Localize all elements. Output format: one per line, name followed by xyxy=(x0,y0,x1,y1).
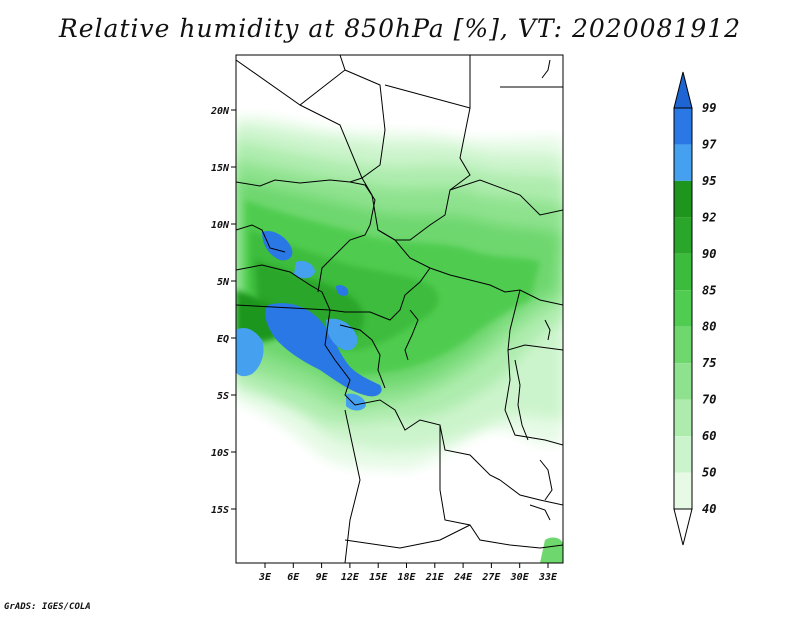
colorbar-segment xyxy=(674,436,692,473)
colorbar-segment xyxy=(674,180,692,218)
lat-label: EQ xyxy=(217,334,229,345)
humidity-field xyxy=(236,55,563,563)
lon-label: 15E xyxy=(369,572,388,583)
lon-label: 18E xyxy=(397,572,416,583)
map-frame xyxy=(235,54,564,564)
colorbar-segment xyxy=(674,217,692,254)
colorbar-segment xyxy=(674,399,692,437)
colorbar-segment xyxy=(674,290,692,327)
lon-label: 12E xyxy=(341,572,360,583)
lat-label: 20N xyxy=(210,106,230,117)
colorbar-label: 50 xyxy=(702,466,716,480)
colorbar-label: 90 xyxy=(702,247,716,261)
lon-label: 3E xyxy=(258,572,272,583)
colorbar-label: 85 xyxy=(702,283,716,297)
colorbar-segment xyxy=(674,326,692,364)
lon-label: 27E xyxy=(481,572,501,583)
colorbar-bottom-arrow xyxy=(673,508,693,546)
colorbar-top-arrow xyxy=(673,71,693,109)
colorbar-segment xyxy=(674,363,692,400)
colorbar: 99 97 95 92 90 85 80 75 70 60 50 40 xyxy=(673,71,717,546)
colorbar-label: 70 xyxy=(702,393,716,407)
lon-label: 9E xyxy=(316,572,329,583)
colorbar-segment xyxy=(674,253,692,291)
colorbar-label: 40 xyxy=(702,502,716,516)
latitude-axis: 20N 15N 10N 5N EQ 5S 10S 15S xyxy=(210,106,236,516)
lat-label: 15S xyxy=(211,505,229,516)
colorbar-label: 75 xyxy=(702,356,716,370)
colorbar-label: 99 xyxy=(702,101,716,115)
credit-text: GrADS: IGES/COLA xyxy=(4,602,91,612)
lat-label: 15N xyxy=(211,163,230,174)
lat-label: 10N xyxy=(211,220,230,231)
lon-label: 6E xyxy=(287,572,300,583)
colorbar-label: 92 xyxy=(702,210,716,224)
lat-label: 5N xyxy=(217,277,230,288)
colorbar-label: 80 xyxy=(702,320,716,334)
lon-label: 33E xyxy=(538,572,558,583)
lon-label: 21E xyxy=(425,572,445,583)
colorbar-label: 95 xyxy=(702,174,716,188)
colorbar-label: 60 xyxy=(702,429,716,443)
colorbar-outline xyxy=(673,107,693,510)
chart-title: Relative humidity at 850hPa [%], VT: 202… xyxy=(58,14,742,43)
lat-label: 5S xyxy=(217,391,229,402)
country-borders xyxy=(236,55,563,563)
colorbar-label: 97 xyxy=(702,137,717,151)
colorbar-segment xyxy=(674,472,692,509)
colorbar-segment xyxy=(674,108,692,145)
lat-label: 10S xyxy=(211,448,229,459)
longitude-axis: 3E 6E 9E 12E 15E 18E 21E 24E 27E 30E 33E xyxy=(258,563,558,583)
lon-label: 24E xyxy=(453,572,473,583)
colorbar-segment xyxy=(674,144,692,181)
lon-label: 30E xyxy=(510,572,530,583)
